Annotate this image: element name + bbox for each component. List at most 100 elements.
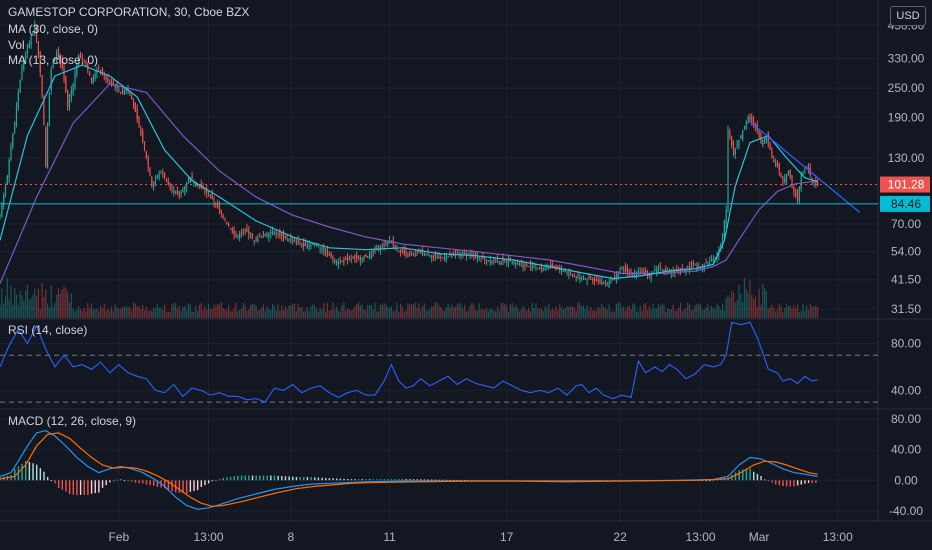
candle-body: [361, 257, 363, 261]
candle-body: [420, 251, 422, 254]
candle-body: [765, 135, 768, 141]
volume-bar: [681, 311, 683, 318]
candle-body: [28, 43, 30, 49]
candle-body: [85, 61, 87, 66]
volume-bar: [747, 292, 749, 318]
candle-body: [399, 250, 402, 253]
candle-body: [817, 181, 819, 185]
candle-body: [802, 172, 804, 175]
volume-bar: [650, 309, 652, 318]
volume-bar: [434, 302, 436, 318]
candle-body: [498, 261, 500, 265]
volume-bar: [123, 307, 125, 318]
candle-body: [445, 257, 447, 260]
candle-body: [401, 251, 404, 253]
macd-y-tick-label: 0.00: [894, 473, 918, 487]
candle-body: [784, 177, 786, 183]
volume-bar: [626, 306, 628, 318]
macd-histogram-bar: [50, 480, 53, 482]
volume-bar: [809, 303, 811, 318]
candle-body: [721, 233, 724, 248]
price-pane[interactable]: [0, 20, 878, 289]
candle-body: [617, 273, 619, 277]
volume-bar: [79, 308, 82, 318]
macd-histogram-bar: [262, 475, 265, 481]
volume-bar: [390, 306, 393, 318]
volume-bar: [19, 290, 21, 318]
volume-bar: [376, 311, 378, 318]
currency-button[interactable]: USD: [890, 6, 926, 26]
candle-body: [535, 267, 537, 269]
volume-bar: [782, 311, 784, 318]
volume-bar: [251, 304, 254, 318]
volume-bar: [798, 311, 800, 318]
volume-bar: [467, 310, 469, 318]
volume-bar: [321, 309, 323, 318]
volume-bar: [416, 308, 418, 318]
macd-histogram-bar: [28, 461, 31, 481]
volume-bar: [478, 303, 480, 318]
volume-bar: [242, 302, 244, 318]
volume-bar: [378, 310, 380, 318]
volume-bar: [312, 304, 314, 318]
candle-body: [323, 245, 325, 251]
candle-body: [334, 260, 336, 262]
price-y-tick-label: 130.00: [888, 151, 925, 165]
macd-histogram-bar: [449, 479, 451, 481]
macd-histogram-bar: [178, 480, 181, 493]
volume-bar: [74, 311, 76, 318]
volume-bar: [595, 310, 597, 318]
volume-bar: [590, 306, 592, 318]
volume-bar: [645, 302, 647, 318]
volume-bar: [557, 310, 559, 318]
macd-histogram-bar: [796, 480, 799, 486]
candle-body: [204, 190, 206, 192]
macd-histogram-bar: [292, 476, 294, 481]
volume-bar: [149, 310, 151, 318]
volume-bar: [476, 310, 479, 318]
volume-bar: [363, 309, 365, 318]
macd-pane[interactable]: [0, 429, 818, 510]
candle-body: [45, 127, 47, 167]
volume-bar: [233, 307, 235, 318]
macd-histogram-bar: [793, 480, 795, 487]
candle-body: [235, 234, 237, 237]
volume-bar: [8, 299, 10, 318]
volume-bar: [742, 301, 744, 318]
candle-body: [251, 233, 254, 239]
candle-body: [268, 233, 270, 238]
volume-bar: [657, 304, 660, 318]
volume-bar: [815, 305, 817, 318]
volume-bar: [720, 310, 722, 318]
volume-bar: [215, 306, 217, 318]
volume-bar: [714, 309, 716, 318]
volume-bar: [560, 307, 563, 318]
macd-histogram-bar: [25, 461, 27, 481]
candle-body: [184, 185, 186, 191]
candle-body: [464, 253, 466, 255]
candle-body: [436, 256, 438, 258]
candle-body: [685, 268, 687, 273]
volume-bar: [343, 302, 345, 318]
volume-bar: [425, 310, 427, 318]
macd-histogram-bar: [149, 480, 151, 486]
candle-body: [34, 25, 36, 34]
rsi-pane[interactable]: [0, 321, 878, 403]
macd-histogram-bar: [807, 480, 810, 483]
volume-bar: [480, 308, 482, 318]
candle-body: [518, 264, 521, 266]
candle-body: [610, 281, 612, 284]
volume-bar: [140, 309, 142, 318]
volume-bar: [637, 311, 639, 318]
candle-body: [575, 276, 577, 278]
volume-bar: [431, 306, 433, 318]
volume-bar: [701, 310, 703, 318]
x-tick-label: 13:00: [194, 530, 224, 544]
volume-bar: [474, 309, 477, 318]
candle-body: [359, 257, 361, 261]
volume-bar: [436, 302, 438, 318]
candle-body: [23, 61, 25, 70]
candle-body: [357, 256, 360, 258]
